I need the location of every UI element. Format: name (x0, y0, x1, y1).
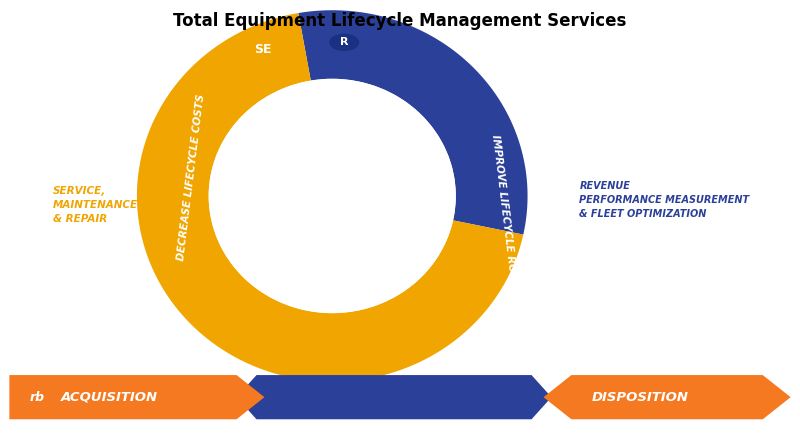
Polygon shape (137, 13, 523, 382)
Text: REVENUE
PERFORMANCE MEASUREMENT
& FLEET OPTIMIZATION: REVENUE PERFORMANCE MEASUREMENT & FLEET … (579, 182, 750, 219)
Text: IMPROVE LIFECYCLE ROI: IMPROVE LIFECYCLE ROI (490, 134, 518, 276)
Text: Total Equipment Lifecycle Management Services: Total Equipment Lifecycle Management Ser… (174, 12, 626, 30)
Circle shape (330, 34, 358, 50)
Text: R: R (340, 37, 349, 47)
Polygon shape (543, 375, 790, 419)
Text: ACQUISITION: ACQUISITION (61, 391, 158, 404)
Text: SERVICE,
MAINTENANCE
& REPAIR: SERVICE, MAINTENANCE & REPAIR (54, 186, 138, 224)
Polygon shape (10, 375, 265, 419)
Text: DISPOSITION: DISPOSITION (591, 391, 688, 404)
Text: rb: rb (30, 391, 45, 404)
Polygon shape (298, 10, 527, 235)
Text: SE: SE (254, 43, 272, 56)
Ellipse shape (209, 79, 456, 313)
Polygon shape (237, 375, 551, 419)
Text: DECREASE LIFECYCLE COSTS: DECREASE LIFECYCLE COSTS (177, 93, 206, 261)
